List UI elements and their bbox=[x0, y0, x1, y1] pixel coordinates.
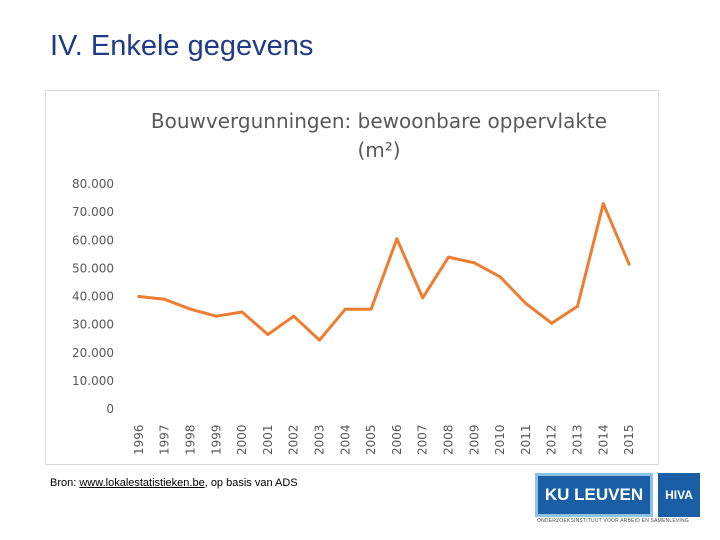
data-point bbox=[576, 304, 579, 308]
source-prefix: Bron: bbox=[50, 477, 80, 489]
x-tick-label: 1996 bbox=[132, 424, 146, 455]
series-line bbox=[137, 202, 631, 342]
y-tick-label: 50.000 bbox=[72, 261, 114, 275]
data-point bbox=[421, 296, 425, 300]
ku-leuven-logo-text: KU LEUVEN bbox=[544, 485, 644, 504]
x-tick-label: 2011 bbox=[519, 424, 533, 455]
x-tick-label: 2014 bbox=[596, 424, 610, 455]
data-point bbox=[343, 307, 347, 311]
data-point bbox=[163, 297, 167, 301]
y-tick-label: 10.000 bbox=[72, 374, 114, 388]
data-point bbox=[498, 275, 502, 279]
y-tick-label: 0 bbox=[106, 402, 114, 416]
x-tick-label: 2003 bbox=[313, 424, 327, 455]
logo-subtitle: ONDERZOEKSINSTITUUT VOOR ARBEID EN SAMEN… bbox=[537, 518, 689, 524]
chart-frame: Bouwvergunningen: bewoonbare oppervlakte… bbox=[45, 90, 659, 465]
ku-leuven-logo: KU LEUVEN bbox=[535, 473, 653, 517]
slide-title: IV. Enkele gegevens bbox=[50, 30, 314, 62]
x-tick-label: 2010 bbox=[493, 424, 507, 455]
data-point bbox=[447, 255, 450, 259]
source-suffix: , op basis van ADS bbox=[204, 477, 298, 489]
x-tick-label: 2008 bbox=[442, 424, 456, 455]
data-point bbox=[472, 261, 476, 265]
x-tick-label: 2012 bbox=[545, 424, 559, 455]
chart-title-line-1: Bouwvergunningen: bewoonbare oppervlakte bbox=[151, 109, 607, 133]
data-point bbox=[318, 338, 321, 342]
data-point bbox=[524, 302, 528, 306]
y-tick-label: 80.000 bbox=[72, 177, 114, 191]
x-tick-label: 2007 bbox=[416, 424, 430, 455]
x-tick-label: 2002 bbox=[287, 424, 301, 455]
data-point bbox=[189, 307, 192, 311]
chart-title-line-2: (m²) bbox=[357, 138, 400, 162]
data-point bbox=[550, 321, 554, 325]
x-tick-label: 1998 bbox=[184, 424, 198, 455]
x-tick-label: 2000 bbox=[235, 424, 249, 455]
x-tick-label: 2006 bbox=[390, 424, 404, 455]
data-point bbox=[627, 262, 631, 266]
source-note: Bron: www.lokalestatistieken.be, op basi… bbox=[50, 477, 298, 489]
x-tick-label: 2001 bbox=[261, 424, 275, 455]
x-tick-label: 2015 bbox=[622, 424, 636, 455]
x-tick-label: 1997 bbox=[158, 424, 172, 455]
data-point bbox=[266, 332, 270, 336]
data-point bbox=[601, 202, 605, 206]
hiva-logo-text: HIVA bbox=[665, 488, 693, 502]
y-tick-label: 40.000 bbox=[72, 290, 114, 304]
data-point bbox=[240, 310, 244, 314]
x-tick-label: 2005 bbox=[364, 424, 378, 455]
y-tick-label: 60.000 bbox=[72, 233, 114, 247]
x-tick-label: 2013 bbox=[571, 424, 585, 455]
data-point bbox=[137, 295, 141, 298]
data-point bbox=[395, 237, 399, 241]
x-tick-label: 2009 bbox=[467, 424, 481, 455]
source-link[interactable]: www.lokalestatistieken.be bbox=[79, 477, 205, 489]
data-point bbox=[214, 314, 218, 318]
y-tick-label: 20.000 bbox=[72, 346, 114, 360]
hiva-logo: HIVA bbox=[658, 473, 700, 517]
y-tick-label: 70.000 bbox=[72, 205, 114, 219]
data-point bbox=[292, 314, 296, 318]
x-tick-label: 1999 bbox=[209, 424, 223, 455]
data-point bbox=[369, 307, 373, 311]
line-chart: Bouwvergunningen: bewoonbare oppervlakte… bbox=[72, 109, 636, 455]
x-tick-label: 2004 bbox=[338, 424, 352, 455]
y-tick-label: 30.000 bbox=[72, 318, 114, 332]
